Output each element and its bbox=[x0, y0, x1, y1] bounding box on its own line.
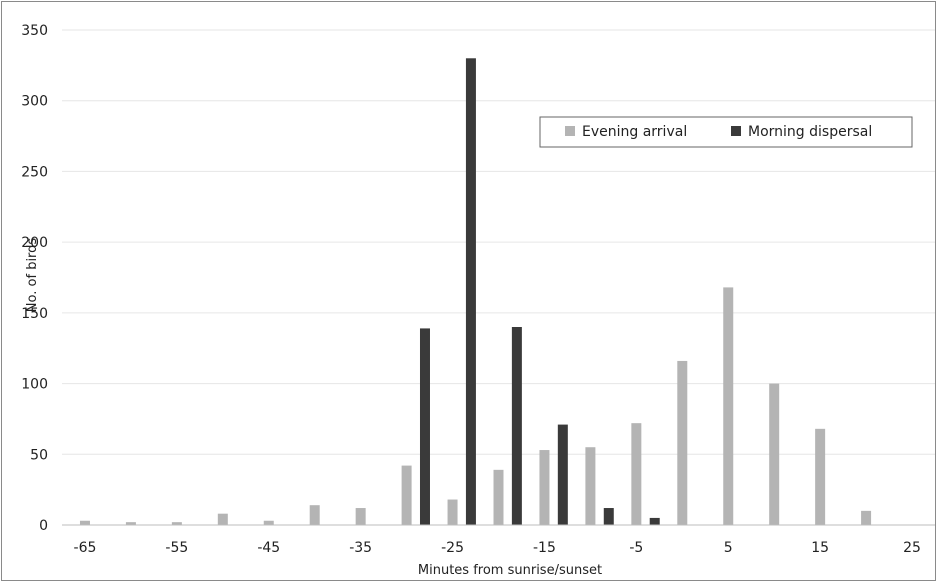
x-tick-label: -55 bbox=[165, 540, 188, 556]
x-tick-label: 15 bbox=[811, 540, 829, 556]
x-tick-label: -45 bbox=[257, 540, 280, 556]
y-tick-label: 50 bbox=[30, 447, 48, 463]
bar-evening-arrival bbox=[723, 287, 734, 525]
y-tick-label: 100 bbox=[21, 377, 48, 393]
bar-evening-arrival bbox=[309, 505, 320, 525]
legend-swatch-evening bbox=[565, 126, 575, 136]
bar-evening-arrival bbox=[815, 428, 826, 525]
y-tick-label: 350 bbox=[21, 23, 48, 39]
x-axis-label: Minutes from sunrise/sunset bbox=[418, 563, 602, 578]
x-tick-label: -25 bbox=[441, 540, 464, 556]
bar-evening-arrival bbox=[677, 360, 688, 525]
y-axis-label: No. of birds bbox=[25, 238, 40, 313]
bar-evening-arrival bbox=[125, 522, 136, 525]
bar-evening-arrival bbox=[861, 510, 872, 525]
bar-evening-arrival bbox=[447, 499, 458, 525]
bar-morning-dispersal bbox=[649, 517, 660, 525]
legend-swatch-morning bbox=[731, 126, 741, 136]
bar-evening-arrival bbox=[493, 469, 504, 525]
legend-box bbox=[539, 116, 913, 148]
y-tick-label: 300 bbox=[21, 94, 48, 110]
x-tick-label: -5 bbox=[629, 540, 643, 556]
y-tick-label: 200 bbox=[21, 235, 48, 251]
y-tick-label: 0 bbox=[39, 518, 48, 534]
x-tick-label: 25 bbox=[903, 540, 921, 556]
x-tick-label: -35 bbox=[349, 540, 372, 556]
bar-evening-arrival bbox=[79, 520, 90, 525]
bar-evening-arrival bbox=[539, 450, 550, 525]
bar-evening-arrival bbox=[217, 513, 228, 525]
bar-morning-dispersal bbox=[557, 424, 568, 525]
bar-morning-dispersal bbox=[419, 328, 430, 525]
bars bbox=[79, 58, 872, 526]
legend: Evening arrival Morning dispersal bbox=[539, 116, 913, 148]
y-tick-label: 150 bbox=[21, 306, 48, 322]
bar-evening-arrival bbox=[355, 508, 366, 525]
bar-evening-arrival bbox=[631, 423, 642, 525]
bar-evening-arrival bbox=[171, 522, 182, 525]
x-tick-label: -65 bbox=[74, 540, 97, 556]
bar-evening-arrival bbox=[769, 383, 780, 525]
x-tick-label: -15 bbox=[533, 540, 556, 556]
legend-label-evening: Evening arrival bbox=[582, 124, 687, 140]
bar-evening-arrival bbox=[585, 447, 596, 525]
bar-morning-dispersal bbox=[603, 508, 614, 525]
bar-morning-dispersal bbox=[511, 327, 522, 525]
x-tick-label: 5 bbox=[724, 540, 733, 556]
gridlines bbox=[62, 29, 935, 455]
bar-evening-arrival bbox=[401, 465, 412, 525]
y-tick-label: 250 bbox=[21, 164, 48, 180]
legend-label-morning: Morning dispersal bbox=[748, 124, 872, 140]
bar-evening-arrival bbox=[263, 520, 274, 525]
bar-morning-dispersal bbox=[465, 58, 476, 526]
